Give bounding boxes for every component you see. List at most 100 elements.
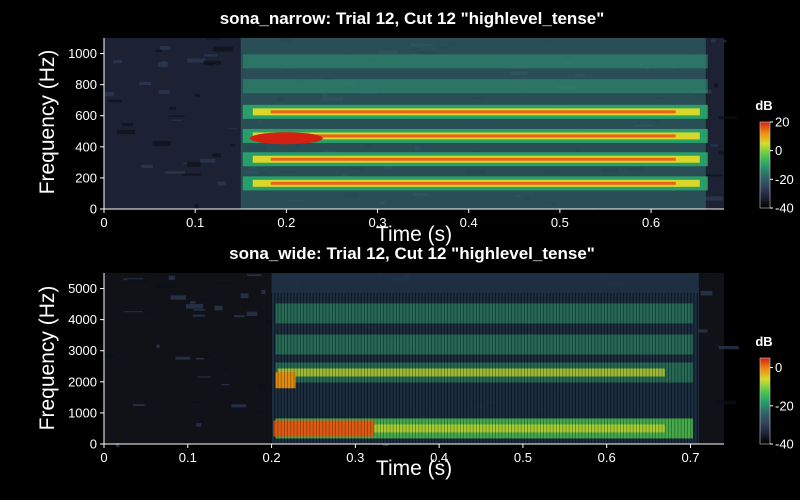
wide-noise-texture [718, 346, 739, 350]
narrow-x-axis-label: Time (s) [376, 223, 452, 246]
narrow-noise-texture [194, 204, 199, 209]
wide-y-tick-label: 5000 [68, 281, 97, 296]
narrow-noise-texture [228, 128, 237, 130]
narrow-noise-texture [204, 54, 218, 57]
wide-y-tick-label: 3000 [68, 343, 97, 358]
narrow-noise-texture [195, 94, 201, 97]
wide-noise-texture [263, 378, 269, 380]
wide-axes: 0 0.1 0.2 0.3 0.4 0.5 0.6 0.7 0 1000 2000 3000 4000 5… [68, 273, 724, 465]
wide-noise-texture [190, 401, 200, 403]
narrow-noise-texture [113, 60, 122, 64]
narrow-noise-texture [723, 40, 727, 43]
wide-noise-texture [132, 404, 145, 407]
narrow-noise-texture [213, 46, 234, 52]
wide-noise-texture [177, 305, 187, 307]
narrow-y-tick-label: 600 [75, 108, 97, 123]
narrow-noise-texture [704, 196, 723, 201]
narrow-x-tick-label: 0.1 [186, 215, 204, 230]
narrow-noise-texture [158, 90, 170, 94]
wide-noise-texture [217, 281, 237, 284]
wide-noise-texture [181, 275, 199, 277]
narrow-colorbar-tick-label: -40 [775, 201, 794, 216]
wide-colorbar-tick-label: 0 [775, 360, 782, 375]
wide-formant-band [275, 303, 693, 324]
narrow-noise-texture [169, 107, 176, 110]
narrow-colorbar-tick-label: -20 [775, 172, 794, 187]
narrow-noise-texture [171, 119, 183, 121]
wide-noise-texture [223, 366, 229, 371]
wide-noise-texture [196, 354, 212, 358]
narrow-noise-texture [713, 83, 718, 88]
wide-noise-texture [192, 314, 206, 317]
wide-noise-texture [156, 344, 160, 348]
narrow-harmonic-band [242, 79, 708, 94]
wide-chart-title: sona_wide: Trial 12, Cut 12 "highlevel_t… [229, 244, 595, 263]
narrow-band-panel: sona_narrow: Trial 12, Cut 12 "highlevel… [36, 9, 794, 246]
narrow-noise-texture [122, 123, 133, 127]
narrow-noise-texture [217, 181, 226, 186]
narrow-noise-texture [181, 173, 201, 176]
wide-noise-texture [233, 315, 245, 318]
wide-x-tick-label: 0.6 [598, 450, 616, 465]
wide-noise-texture [258, 384, 266, 389]
wide-noise-texture [190, 300, 196, 304]
wide-y-tick-label: 4000 [68, 312, 97, 327]
narrow-noise-texture [139, 81, 152, 85]
wide-formant-core [277, 424, 665, 433]
narrow-x-tick-label: 0.6 [642, 215, 660, 230]
wide-x-tick-label: 0.7 [681, 450, 699, 465]
wide-noise-texture [195, 357, 204, 360]
wide-noise-texture [127, 279, 148, 283]
narrow-noise-texture [230, 144, 236, 147]
wide-noise-texture [168, 275, 175, 280]
narrow-harmonic-peak [270, 181, 676, 185]
wide-voiced-region [271, 273, 699, 444]
wide-noise-texture [105, 355, 116, 359]
wide-colorbar-label: dB [755, 334, 772, 349]
wide-noise-texture [247, 274, 262, 277]
narrow-spectrogram-image [105, 38, 737, 211]
wide-noise-texture [196, 423, 202, 427]
wide-colorbar-tick-label: -40 [775, 437, 794, 452]
wide-noise-texture [214, 305, 223, 311]
wide-noise-texture [700, 290, 713, 296]
wide-noise-texture [115, 443, 120, 448]
narrow-noise-texture [105, 92, 114, 97]
narrow-noise-texture [152, 141, 171, 146]
narrow-harmonic-peak [270, 110, 676, 114]
wide-noise-texture [261, 289, 266, 294]
wide-x-tick-label: 0.3 [346, 450, 364, 465]
narrow-noise-texture [108, 99, 122, 103]
narrow-hot-spot [249, 132, 323, 145]
wide-noise-texture [246, 311, 258, 317]
wide-noise-texture [255, 410, 261, 414]
narrow-y-tick-label: 1000 [68, 46, 97, 61]
narrow-y-tick-label: 0 [90, 202, 97, 217]
wide-hot-spot [273, 420, 375, 437]
narrow-colorbar-ticks: 20 0 -20 -40 [770, 115, 794, 216]
wide-x-axis-label: Time (s) [376, 457, 452, 480]
wide-band-panel: sona_wide: Trial 12, Cut 12 "highlevel_t… [36, 244, 794, 480]
wide-y-axis-label: Frequency (Hz) [36, 286, 59, 431]
narrow-noise-texture [155, 49, 162, 52]
wide-x-tick-label: 0.4 [430, 450, 448, 465]
wide-formant-band [275, 334, 693, 355]
narrow-noise-texture [187, 58, 206, 63]
wide-noise-texture [692, 329, 708, 333]
wide-noise-texture [175, 356, 191, 360]
wide-x-tick-label: 0.1 [179, 450, 197, 465]
wide-noise-texture [170, 295, 186, 300]
narrow-axes: 0 0.1 0.2 0.3 0.4 0.5 0.6 0 200 400 600 800 1000 [68, 38, 724, 230]
wide-colorbar [759, 357, 771, 445]
wide-noise-texture [185, 303, 204, 309]
narrow-colorbar-tick-label: 0 [775, 143, 782, 158]
narrow-noise-texture [718, 150, 724, 155]
narrow-noise-texture [159, 46, 171, 50]
narrow-x-tick-label: 0.3 [368, 215, 386, 230]
wide-y-tick-label: 0 [90, 437, 97, 452]
wide-noise-texture [193, 309, 206, 311]
narrow-y-axis-label: Frequency (Hz) [36, 50, 59, 195]
wide-noise-texture [231, 404, 247, 408]
narrow-noise-texture [165, 171, 185, 174]
narrow-y-tick-label: 200 [75, 170, 97, 185]
